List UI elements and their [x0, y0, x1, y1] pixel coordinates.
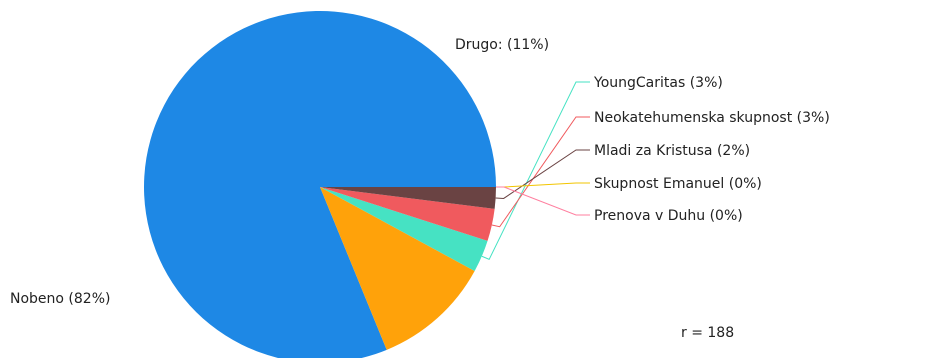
label-nobeno: Nobeno (82%)	[10, 291, 110, 307]
slice-labels: Nobeno (82%) Drugo: (11%) YoungCaritas (3%…	[10, 37, 830, 307]
label-neokatehumenska-skupnost: Neokatehumenska skupnost (3%)	[594, 110, 830, 126]
leader-youngcaritas	[481, 81, 590, 261]
slice-mladi-za-kristusa	[320, 187, 496, 209]
label-prenova-v-duhu: Prenova v Duhu (0%)	[594, 208, 743, 224]
slice-youngcaritas	[320, 187, 488, 272]
leader-prenova-v-duhu	[496, 186, 590, 216]
label-skupnost-emanuel: Skupnost Emanuel (0%)	[594, 176, 762, 192]
slice-neokatehumenska-skupnost	[320, 187, 495, 241]
pie-slices	[144, 11, 496, 358]
label-drugo: Drugo: (11%)	[455, 37, 549, 53]
leader-mladi-za-kristusa	[495, 149, 590, 199]
leader-neokatehumenska-skupnost	[491, 116, 590, 228]
label-mladi-za-kristusa: Mladi za Kristusa (2%)	[594, 143, 750, 159]
slice-drugo	[320, 187, 475, 350]
leader-skupnost-emanuel	[496, 182, 590, 188]
label-youngcaritas: YoungCaritas (3%)	[593, 75, 723, 91]
leader-lines	[481, 81, 590, 261]
radius-annotation: r = 188	[681, 325, 734, 341]
slice-nobeno	[144, 11, 496, 358]
